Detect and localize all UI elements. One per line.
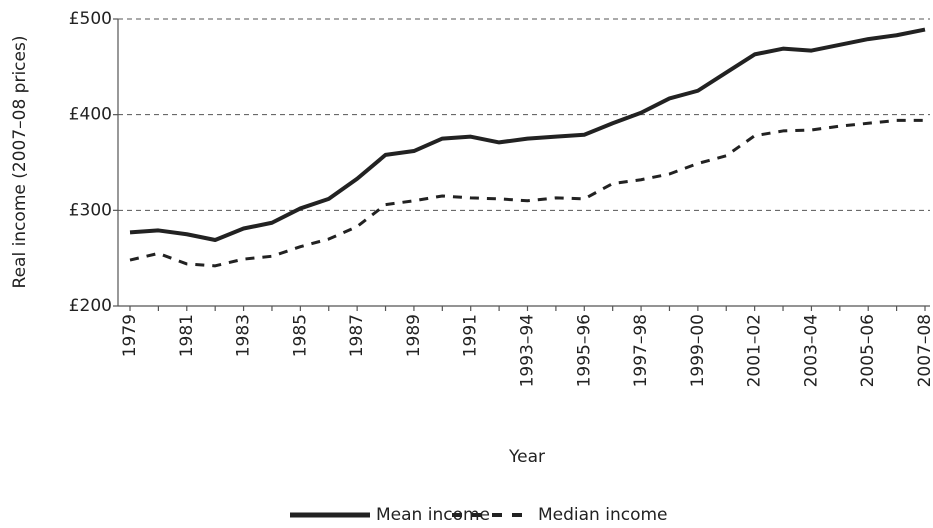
y-tick-label: £300	[69, 200, 112, 220]
x-axis-title: Year	[508, 447, 545, 467]
y-tick-label: £400	[69, 105, 112, 125]
y-axis-title: Real income (2007–08 prices)	[10, 36, 30, 289]
x-tick-label: 1981	[177, 314, 197, 357]
x-tick-label: 1991	[461, 314, 481, 357]
x-tick-label: 1995–96	[574, 314, 594, 387]
legend-label: Mean income	[376, 505, 490, 525]
x-tick-label: 2007–08	[915, 314, 933, 387]
y-tick-label: £500	[69, 9, 112, 29]
legend-label: Median income	[538, 505, 668, 525]
y-tick-label: £200	[69, 296, 112, 316]
x-tick-label: 1985	[290, 314, 310, 357]
line-series	[129, 118, 925, 268]
x-tick-label: 1993–94	[518, 314, 538, 387]
x-tick-label: 2001–02	[745, 314, 765, 387]
x-tick-label: 1987	[347, 314, 367, 357]
line-series	[129, 27, 926, 242]
x-tick-label: 2003–04	[801, 314, 821, 387]
x-tick-label: 1997–98	[631, 314, 651, 387]
x-tick-label: 1999–00	[688, 314, 708, 387]
x-tick-label: 2005–06	[858, 314, 878, 387]
x-tick-label: 1989	[404, 314, 424, 357]
x-tick-label: 1983	[234, 314, 254, 357]
x-tick-label: 1979	[120, 314, 140, 357]
